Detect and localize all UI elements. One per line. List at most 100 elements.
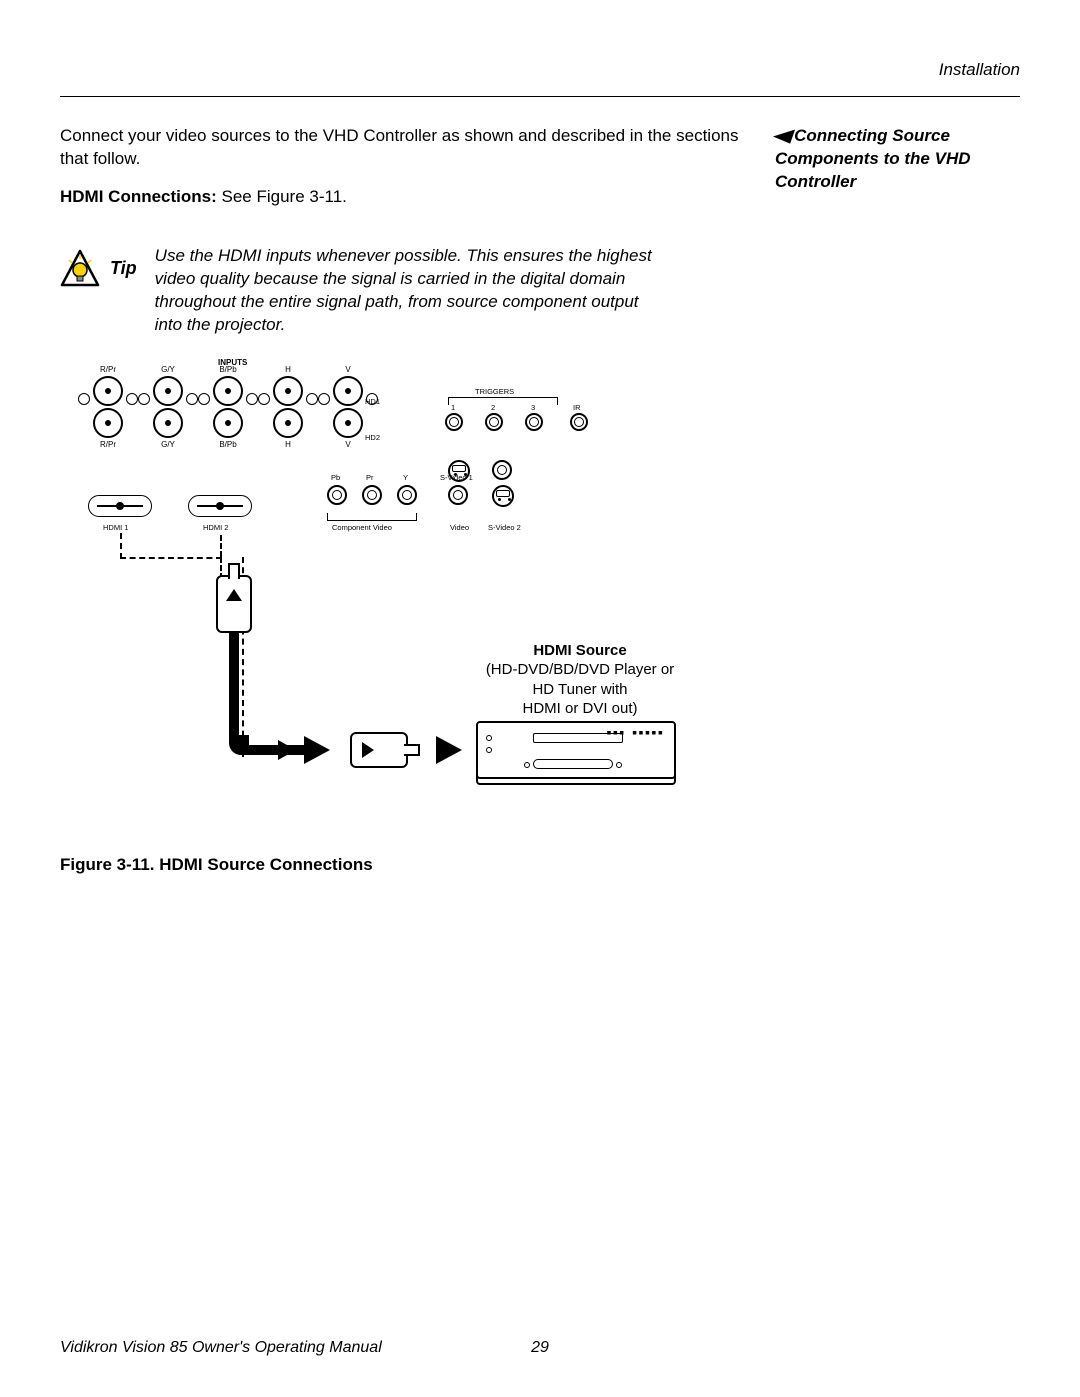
- main-row: Connect your video sources to the VHD Co…: [60, 125, 1020, 875]
- mini-icon: [306, 393, 318, 405]
- page-footer: Vidikron Vision 85 Owner's Operating Man…: [60, 1339, 1020, 1357]
- figure-area: INPUTS R/Pr R/Pr G/Y G/Y: [60, 365, 700, 845]
- tip-text: Use the HDMI inputs whenever possible. T…: [155, 245, 655, 337]
- hdmi1-port-icon: [88, 495, 152, 517]
- bnc-bot-3: H: [260, 440, 316, 449]
- mini-icon: [186, 393, 198, 405]
- side-heading: ◀Connecting Source Components to the VHD…: [775, 125, 1020, 194]
- bnc-top-4: V: [320, 365, 376, 374]
- figure-caption: Figure 3-11. HDMI Source Connections: [60, 855, 747, 875]
- hdmi2-label: HDMI 2: [203, 523, 228, 532]
- bnc-col-2: B/Pb B/Pb: [200, 365, 256, 449]
- y-label: Y: [403, 473, 408, 482]
- triggers-label: TRIGGERS: [475, 387, 514, 396]
- bnc-top-1: G/Y: [140, 365, 196, 374]
- right-column: ◀Connecting Source Components to the VHD…: [775, 125, 1020, 875]
- source-desc2: HD Tuner with: [532, 681, 627, 698]
- bnc-icon: [153, 376, 183, 406]
- bnc-col-0: R/Pr R/Pr: [80, 365, 136, 449]
- rca-icon: [397, 485, 417, 505]
- pb-label: Pb: [331, 473, 340, 482]
- bnc-icon: [273, 376, 303, 406]
- source-title: HDMI Source: [533, 642, 626, 659]
- dash-line: [120, 533, 122, 559]
- bnc-icon: [153, 408, 183, 438]
- mini-icon: [138, 393, 150, 405]
- bnc-icon: [93, 408, 123, 438]
- side-heading-text: Connecting Source Components to the VHD …: [775, 126, 971, 191]
- rca-icon: [327, 485, 347, 505]
- bnc-bot-0: R/Pr: [80, 440, 136, 449]
- arrow-left-icon: ◀: [772, 125, 790, 148]
- bnc-col-1: G/Y G/Y: [140, 365, 196, 449]
- bnc-bot-1: G/Y: [140, 440, 196, 449]
- trig-2: 2: [491, 403, 495, 412]
- arrow-right-icon: [278, 740, 296, 760]
- hdmi-plug-side-icon: [350, 732, 408, 768]
- component-video-label: Component Video: [332, 523, 392, 532]
- hdmi2-port-icon: [188, 495, 252, 517]
- arrow-right-icon: [304, 736, 330, 764]
- bnc-icon: [333, 376, 363, 406]
- trig-1: 1: [451, 403, 455, 412]
- ir-label: IR: [573, 403, 581, 412]
- hd1-label: HD1: [365, 397, 380, 406]
- rca-icon: [492, 460, 512, 480]
- bnc-icon: [213, 408, 243, 438]
- trig-3: 3: [531, 403, 535, 412]
- rca-icon: [448, 485, 468, 505]
- source-label: HDMI Source (HD-DVD/BD/DVD Player or HD …: [480, 641, 680, 719]
- hdmi-plug-top-icon: [216, 575, 252, 633]
- left-column: Connect your video sources to the VHD Co…: [60, 125, 747, 875]
- header-section: Installation: [60, 60, 1020, 80]
- dash-line: [220, 535, 222, 557]
- hdmi-connections-text: See Figure 3-11.: [217, 187, 347, 206]
- bnc-col-3: H H: [260, 365, 316, 449]
- header-rule: [60, 96, 1020, 97]
- tip-label: Tip: [110, 258, 137, 279]
- source-desc1: (HD-DVD/BD/DVD Player or: [486, 661, 674, 678]
- mini-icon: [246, 393, 258, 405]
- hdmi1-label: HDMI 1: [103, 523, 128, 532]
- vhd-back-panel: INPUTS R/Pr R/Pr G/Y G/Y: [60, 365, 620, 565]
- component-bracket: [327, 513, 417, 521]
- svideo-icon: [492, 485, 514, 507]
- ir-icon: [570, 413, 588, 431]
- mini-icon: [126, 393, 138, 405]
- mini-icon: [78, 393, 90, 405]
- dash-line: [120, 557, 222, 559]
- tip-bulb-icon: [60, 249, 100, 289]
- mini-icon: [318, 393, 330, 405]
- svideo2-label: S-Video 2: [488, 523, 521, 532]
- bnc-icon: [333, 408, 363, 438]
- triggers-bracket: [448, 397, 558, 405]
- bnc-icon: [93, 376, 123, 406]
- source-device-icon: ▪▪▪ ▪▪▪▪▪: [476, 721, 676, 779]
- hdmi-connections-line: HDMI Connections: See Figure 3-11.: [60, 187, 747, 207]
- hdmi-connections-label: HDMI Connections:: [60, 187, 217, 206]
- bnc-top-0: R/Pr: [80, 365, 136, 374]
- mini-icon: [258, 393, 270, 405]
- pr-label: Pr: [366, 473, 374, 482]
- trigger-icon: [445, 413, 463, 431]
- bnc-icon: [273, 408, 303, 438]
- tip-icon-wrap: Tip: [60, 249, 137, 289]
- footer-page-number: 29: [531, 1339, 549, 1357]
- cable-segment: [239, 745, 309, 755]
- bnc-top-2: B/Pb: [200, 365, 256, 374]
- intro-text: Connect your video sources to the VHD Co…: [60, 125, 747, 171]
- trigger-icon: [525, 413, 543, 431]
- arrow-right-icon: [436, 736, 462, 764]
- bnc-bot-2: B/Pb: [200, 440, 256, 449]
- rca-icon: [362, 485, 382, 505]
- svideo-icon: [448, 460, 470, 482]
- video-label: Video: [450, 523, 469, 532]
- bnc-top-3: H: [260, 365, 316, 374]
- device-grille: ▪▪▪ ▪▪▪▪▪: [606, 731, 664, 736]
- mini-icon: [198, 393, 210, 405]
- trigger-icon: [485, 413, 503, 431]
- footer-title: Vidikron Vision 85 Owner's Operating Man…: [60, 1339, 382, 1357]
- source-desc3: HDMI or DVI out): [522, 700, 637, 717]
- bnc-icon: [213, 376, 243, 406]
- hd2-label: HD2: [365, 433, 380, 442]
